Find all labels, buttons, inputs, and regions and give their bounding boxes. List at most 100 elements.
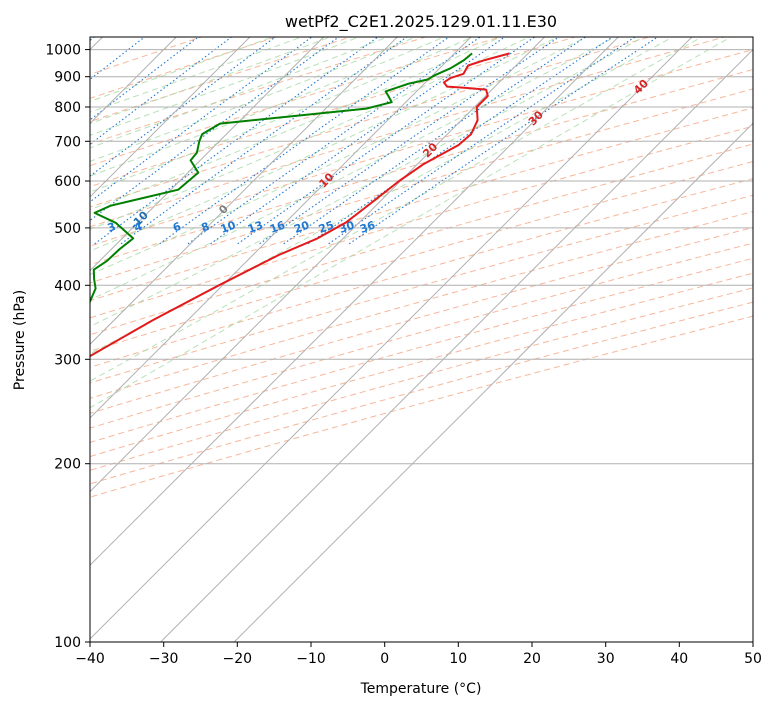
mixing-ratio-label: 20 xyxy=(292,218,311,236)
dry-adiabat-line xyxy=(90,107,753,302)
moist-adiabat-line xyxy=(90,37,616,301)
dry-adiabat-line xyxy=(90,37,652,208)
dry-adiabat-line xyxy=(90,37,278,99)
dry-adiabat-line xyxy=(90,37,353,123)
mixing-ratio-line xyxy=(90,37,277,177)
moist-adiabat-line xyxy=(90,37,361,136)
y-axis-label: Pressure (hPa) xyxy=(12,290,28,390)
mixing-ratio-label: 4 xyxy=(132,220,144,235)
moist-adiabat-line xyxy=(90,37,674,355)
isotherm-label: -20 xyxy=(10,253,33,276)
isotherm-line xyxy=(90,37,620,566)
mixing-ratio-line xyxy=(307,37,614,245)
moist-adiabats-group xyxy=(90,37,732,409)
mixing-ratio-label: 13 xyxy=(246,218,265,235)
x-tick-label: 50 xyxy=(744,651,762,667)
y-tick-label: 400 xyxy=(54,278,81,294)
isotherms-group xyxy=(90,37,753,642)
y-tick-label: 600 xyxy=(54,174,81,190)
isotherm-line xyxy=(90,37,251,198)
x-tick-label: 0 xyxy=(380,651,389,667)
x-tick-label: 20 xyxy=(523,651,541,667)
dry-adiabat-line xyxy=(90,301,753,485)
x-axis-label: Temperature (°C) xyxy=(360,681,482,697)
x-tick-label: 40 xyxy=(670,651,688,667)
y-tick-label: 100 xyxy=(54,635,81,651)
mixing-ratio-line xyxy=(94,37,379,245)
dry-adiabats-group xyxy=(90,37,753,498)
dry-adiabat-line xyxy=(90,68,753,266)
y-tick-label: 700 xyxy=(54,134,81,150)
moist-adiabat-line xyxy=(90,37,588,276)
x-tick-label: 30 xyxy=(597,651,615,667)
isotherm-line xyxy=(90,37,693,640)
mixing-ratio-label: 30 xyxy=(337,218,356,236)
chart-title: wetPf2_C2E1.2025.129.01.11.E30 xyxy=(285,12,557,32)
mixing-ratio-line xyxy=(90,37,96,42)
mixing-ratio-line xyxy=(348,37,659,245)
mixing-ratio-label: 1 xyxy=(11,220,23,235)
y-tick-label: 800 xyxy=(54,100,81,116)
x-tick-label: −40 xyxy=(75,651,105,667)
mixing-ratio-line xyxy=(283,37,587,245)
mixing-ratio-line xyxy=(259,37,560,245)
isotherm-label: 10 xyxy=(317,170,337,190)
isotherm-line xyxy=(90,37,325,272)
moist-adiabat-line xyxy=(90,37,531,230)
mixing-ratio-label: 3 xyxy=(106,220,118,235)
moist-adiabat-line xyxy=(90,37,418,162)
y-tick-label: 1000 xyxy=(45,43,81,59)
isotherm-label: 0 xyxy=(216,202,231,217)
mixing-ratio-label: 36 xyxy=(358,218,377,236)
moist-adiabat-line xyxy=(90,37,502,211)
moist-adiabat-line xyxy=(90,37,332,125)
dry-adiabat-line xyxy=(90,37,503,167)
isotherm-line xyxy=(90,37,472,419)
isotherm-line xyxy=(90,37,399,345)
mixing-ratio-line xyxy=(90,37,233,146)
x-tick-label: −10 xyxy=(296,651,326,667)
dry-adiabat-line xyxy=(90,125,753,319)
x-tick-label: 10 xyxy=(449,651,467,667)
dry-adiabat-line xyxy=(90,161,753,352)
temperature-line xyxy=(90,52,510,358)
dry-adiabat-line xyxy=(90,272,753,458)
isotherm-label: 40 xyxy=(631,77,651,97)
mixing-ratio-label: 10 xyxy=(219,218,238,236)
dry-adiabat-line xyxy=(90,49,753,247)
dry-adiabat-line xyxy=(90,211,753,399)
dewpoint-line xyxy=(90,52,473,304)
y-tick-label: 200 xyxy=(54,457,81,473)
mixing-ratio-line xyxy=(90,37,340,222)
y-axis: 100 200 300 400 500 600 700 800 900 1000 xyxy=(45,43,90,651)
mixing-ratio-label: 6 xyxy=(171,220,183,235)
x-tick-label: −30 xyxy=(149,651,179,667)
moist-adiabat-line xyxy=(90,37,645,328)
mixing-ratio-label: 8 xyxy=(200,220,212,235)
dry-adiabat-line xyxy=(90,37,577,188)
mixing-ratio-label: 16 xyxy=(268,218,287,236)
dry-adiabat-line xyxy=(90,242,753,429)
mixing-ratio-lines-group xyxy=(90,37,659,245)
dry-adiabat-line xyxy=(90,37,727,228)
plot-frame xyxy=(89,36,754,643)
mixing-ratio-line xyxy=(187,37,482,245)
mixing-ratio-line xyxy=(120,37,408,245)
mixing-ratio-line xyxy=(210,37,506,245)
isotherm-line xyxy=(90,37,546,493)
mixing-ratio-line xyxy=(237,37,536,245)
x-tick-label: −20 xyxy=(223,651,253,667)
isotherm-line xyxy=(160,48,753,642)
isotherm-line xyxy=(233,122,753,642)
isotherm-label: 30 xyxy=(526,108,546,128)
y-tick-label: 300 xyxy=(54,352,81,368)
moist-adiabat-line xyxy=(90,37,732,409)
y-tick-label: 900 xyxy=(54,70,81,86)
pressure-gridlines-group xyxy=(90,49,753,642)
moist-adiabat-line xyxy=(90,37,703,382)
moist-adiabat-line xyxy=(90,37,275,102)
dry-adiabat-line xyxy=(90,178,753,368)
y-tick-label: 500 xyxy=(54,221,81,237)
x-axis: −40 −30 −20 −10 0 10 20 30 40 50 xyxy=(75,642,762,667)
